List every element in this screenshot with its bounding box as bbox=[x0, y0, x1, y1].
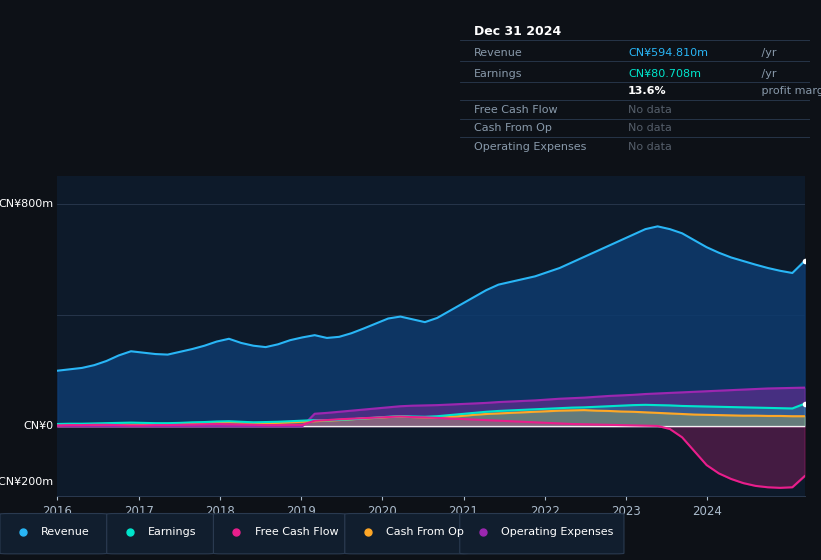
Text: -CN¥200m: -CN¥200m bbox=[0, 477, 53, 487]
Text: Free Cash Flow: Free Cash Flow bbox=[474, 105, 557, 115]
Text: CN¥0: CN¥0 bbox=[24, 421, 53, 431]
Text: Revenue: Revenue bbox=[474, 48, 523, 58]
Text: profit margin: profit margin bbox=[758, 86, 821, 96]
Text: Free Cash Flow: Free Cash Flow bbox=[255, 527, 338, 537]
Text: /yr: /yr bbox=[758, 69, 776, 79]
Text: Earnings: Earnings bbox=[474, 69, 522, 79]
Text: 13.6%: 13.6% bbox=[628, 86, 667, 96]
Text: Revenue: Revenue bbox=[41, 527, 89, 537]
Text: /yr: /yr bbox=[758, 48, 776, 58]
FancyBboxPatch shape bbox=[460, 514, 624, 554]
FancyBboxPatch shape bbox=[107, 514, 213, 554]
Text: Operating Expenses: Operating Expenses bbox=[501, 527, 613, 537]
Text: CN¥800m: CN¥800m bbox=[0, 199, 53, 209]
Text: CN¥594.810m: CN¥594.810m bbox=[628, 48, 708, 58]
Text: Operating Expenses: Operating Expenses bbox=[474, 142, 586, 152]
FancyBboxPatch shape bbox=[213, 514, 345, 554]
Text: No data: No data bbox=[628, 105, 672, 115]
Text: Dec 31 2024: Dec 31 2024 bbox=[474, 25, 562, 38]
FancyBboxPatch shape bbox=[0, 514, 107, 554]
Text: Cash From Op: Cash From Op bbox=[386, 527, 464, 537]
FancyBboxPatch shape bbox=[345, 514, 468, 554]
Text: Cash From Op: Cash From Op bbox=[474, 123, 552, 133]
Text: No data: No data bbox=[628, 123, 672, 133]
Text: Earnings: Earnings bbox=[148, 527, 196, 537]
Text: No data: No data bbox=[628, 142, 672, 152]
Text: CN¥80.708m: CN¥80.708m bbox=[628, 69, 701, 79]
